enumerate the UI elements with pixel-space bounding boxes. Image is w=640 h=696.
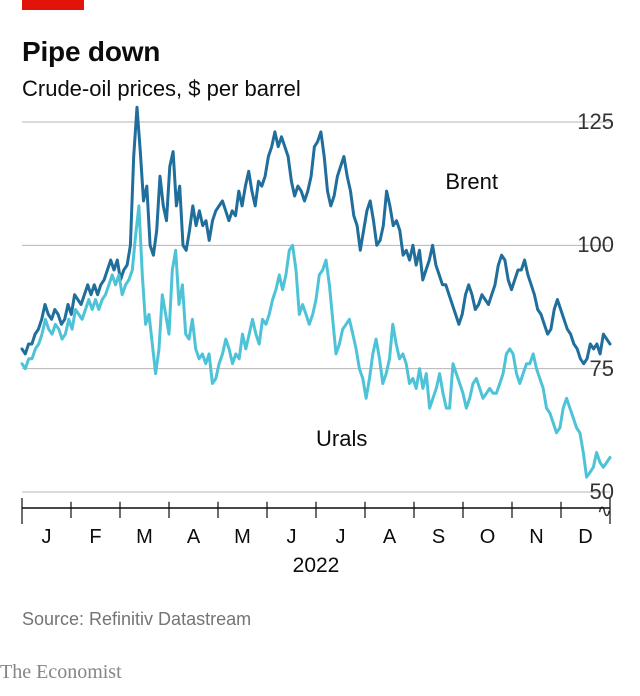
x-tick-label: F (89, 526, 101, 549)
x-tick-label: J (336, 526, 346, 549)
x-tick-label: D (578, 526, 592, 549)
x-tick-label: N (529, 526, 543, 549)
source-text: Source: Refinitiv Datastream (22, 609, 251, 630)
y-tick-label: 75 (590, 356, 614, 382)
y-tick-label: 125 (577, 109, 614, 135)
x-tick-label: S (432, 526, 445, 549)
x-tick-label: A (383, 526, 396, 549)
series-label-urals: Urals (316, 426, 367, 452)
x-axis: JFMAMJJASOND 2022 (22, 500, 610, 560)
chart-title: Pipe down (22, 36, 160, 68)
chart-subtitle: Crude-oil prices, $ per barrel (22, 76, 301, 102)
x-tick-label: O (480, 526, 496, 549)
series-label-brent: Brent (445, 169, 498, 195)
x-tick-label: M (136, 526, 153, 549)
economist-red-bar (22, 0, 84, 10)
x-tick-label: J (42, 526, 52, 549)
footer-attribution: The Economist (0, 661, 122, 684)
x-tick-label: J (287, 526, 297, 549)
y-tick-label: 100 (577, 232, 614, 258)
x-tick-label: A (187, 526, 200, 549)
chart-plot-area: 5075100125 Brent Urals ∿ (22, 122, 610, 492)
x-axis-year: 2022 (293, 554, 340, 578)
x-tick-label: M (234, 526, 251, 549)
x-axis-svg (22, 500, 610, 560)
